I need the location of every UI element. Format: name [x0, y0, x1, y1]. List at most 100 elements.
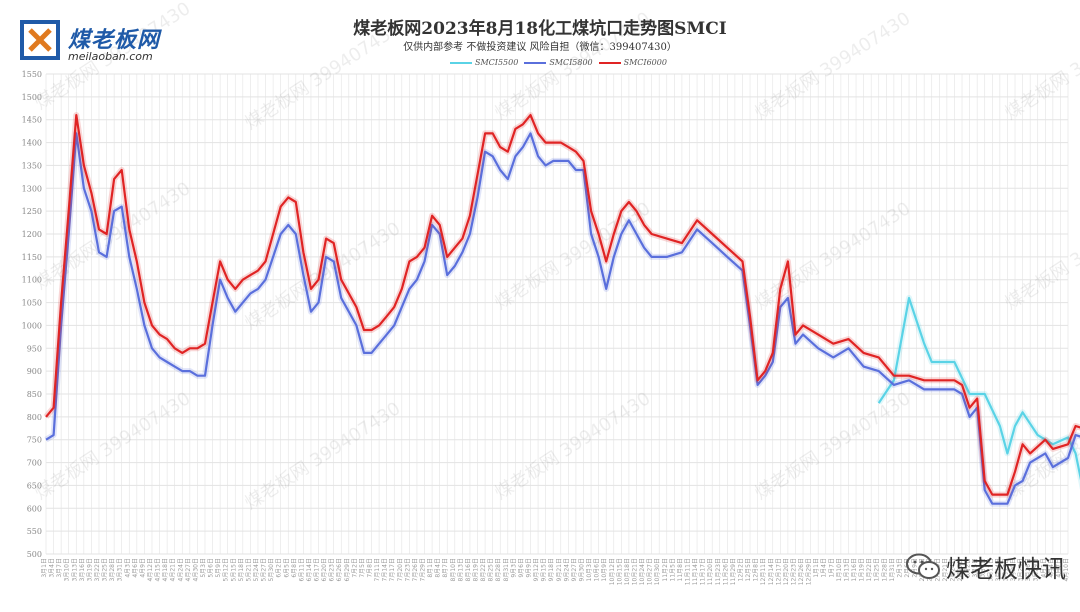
x-tick-label: 5月27日	[261, 558, 268, 581]
y-tick-label: 550	[27, 527, 42, 536]
x-tick-label: 6月14日	[306, 558, 313, 581]
x-tick-label: 1月10日	[836, 558, 843, 581]
x-tick-label: 9月9日	[526, 558, 533, 578]
logo-text: 煤老板网	[68, 28, 161, 53]
x-tick-label: 7月26日	[412, 558, 419, 581]
legend-item-smci5800: SMCI5800	[524, 58, 593, 67]
x-tick-label: 3月28日	[109, 558, 116, 581]
x-tick-label: 5月21日	[245, 558, 252, 581]
y-tick-label: 500	[27, 550, 42, 559]
x-tick-label: 3月29日	[1033, 558, 1040, 581]
x-tick-label: 6月29日	[344, 558, 351, 581]
x-tick-label: 10月15日	[616, 558, 623, 585]
x-tick-label: 5月9日	[215, 558, 222, 578]
x-tick-label: 3月26日	[1025, 558, 1032, 581]
x-tick-label: 9月12日	[533, 558, 540, 581]
x-tick-label: 6月8日	[291, 558, 298, 578]
x-tick-label: 6月5日	[283, 558, 290, 578]
x-tick-label: 3月10日	[64, 558, 71, 581]
x-tick-label: 7月11日	[374, 558, 381, 581]
x-tick-label: 3月17日	[1002, 558, 1009, 581]
x-tick-label: 4月10日	[1063, 558, 1070, 581]
x-tick-label: 7月17日	[389, 558, 396, 581]
x-tick-label: 10月27日	[647, 558, 654, 585]
x-tick-label: 5月12日	[223, 558, 230, 581]
legend-label: SMCI5800	[549, 58, 593, 67]
x-tick-label: 6月23日	[329, 558, 336, 581]
x-tick-label: 6月2日	[276, 558, 283, 578]
x-tick-label: 4月27日	[185, 558, 192, 581]
x-tick-label: 3月20日	[1010, 558, 1017, 581]
x-tick-label: 3月2日	[965, 558, 972, 578]
x-tick-label: 10月3日	[586, 558, 593, 581]
x-tick-label: 5月24日	[253, 558, 260, 581]
x-tick-label: 4月21日	[170, 558, 177, 581]
wechat-badge: 煤老板快讯	[906, 549, 1066, 584]
x-tick-label: 7月23日	[404, 558, 411, 581]
y-tick-label: 1400	[22, 139, 42, 148]
x-tick-label: 3月8日	[980, 558, 987, 578]
x-tick-label: 1月1日	[813, 558, 820, 578]
site-logo: 煤老板网 meilaoban.com	[20, 20, 200, 66]
x-tick-label: 8月31日	[503, 558, 510, 581]
x-tick-label: 5月3日	[200, 558, 207, 578]
x-tick-label: 9月18日	[548, 558, 555, 581]
series-line-glow	[43, 112, 1080, 498]
chart-legend: SMCI5500 SMCI5800 SMCI6000	[450, 58, 667, 67]
y-tick-label: 1500	[22, 93, 42, 102]
x-tick-label: 7月20日	[397, 558, 404, 581]
x-tick-label: 8月10日	[450, 558, 457, 581]
x-tick-label: 2月9日	[912, 558, 919, 578]
x-tick-label: 11月11日	[684, 558, 691, 585]
x-tick-label: 9月6日	[518, 558, 525, 578]
y-tick-label: 1200	[22, 230, 42, 239]
series-layer	[43, 112, 1080, 507]
chart-subtitle: 仅供内部参考 不做投资建议 风险自担（微信：399407430）	[403, 42, 677, 53]
x-tick-label: 4月18日	[162, 558, 169, 581]
wechat-icon	[906, 553, 940, 579]
x-tick-label: 4月15日	[155, 558, 162, 581]
y-axis: 500 550 600 650 700 750 800 850 900 950 1000 1050 11…	[22, 70, 42, 559]
x-tick-label: 4月3日	[124, 558, 131, 578]
y-tick-label: 600	[27, 504, 42, 513]
watermark-text: 煤老板网 399407430	[751, 198, 914, 314]
logo-mark-icon	[20, 20, 60, 60]
x-tick-label: 2月3日	[896, 558, 903, 578]
x-tick-label: 3月14日	[995, 558, 1002, 581]
watermark-text: 煤老板网 399407430	[491, 388, 654, 504]
x-tick-label: 12月20日	[783, 558, 790, 585]
x-tick-label: 5月6日	[208, 558, 215, 578]
x-tick-label: 8月7日	[442, 558, 449, 578]
x-tick-label: 10月6日	[594, 558, 601, 581]
x-tick-label: 4月7日	[1055, 558, 1062, 578]
x-tick-label: 7月8日	[367, 558, 374, 578]
x-tick-label: 7月2日	[351, 558, 358, 578]
legend-swatch-icon	[524, 61, 547, 64]
x-tick-label: 11月5日	[669, 558, 676, 581]
x-tick-label: 1月16日	[851, 558, 858, 581]
y-tick-label: 1250	[22, 207, 42, 216]
x-tick-label: 1月28日	[881, 558, 888, 581]
x-tick-label: 6月20日	[321, 558, 328, 581]
y-tick-label: 1550	[22, 70, 42, 79]
x-tick-label: 1月25日	[874, 558, 881, 581]
x-tick-label: 12月8日	[753, 558, 760, 581]
x-tick-label: 1月13日	[843, 558, 850, 581]
x-tick-label: 5月15日	[230, 558, 237, 581]
x-tick-label: 3月4日	[49, 558, 56, 578]
x-tick-label: 11月23日	[715, 558, 722, 585]
y-tick-label: 650	[27, 481, 42, 490]
x-tick-label: 10月9日	[601, 558, 608, 581]
x-tick-label: 10月21日	[631, 558, 638, 585]
x-tick-label: 5月18日	[238, 558, 245, 581]
x-tick-label: 8月25日	[488, 558, 495, 581]
y-tick-label: 1450	[22, 116, 42, 125]
x-tick-label: 8月16日	[465, 558, 472, 581]
legend-label: SMCI6000	[623, 58, 667, 67]
x-tick-label: 9月24日	[563, 558, 570, 581]
x-tick-label: 9月15日	[541, 558, 548, 581]
y-tick-label: 950	[27, 344, 42, 353]
x-tick-label: 9月3日	[510, 558, 517, 578]
y-tick-label: 1350	[22, 161, 42, 170]
y-tick-label: 900	[27, 367, 42, 376]
